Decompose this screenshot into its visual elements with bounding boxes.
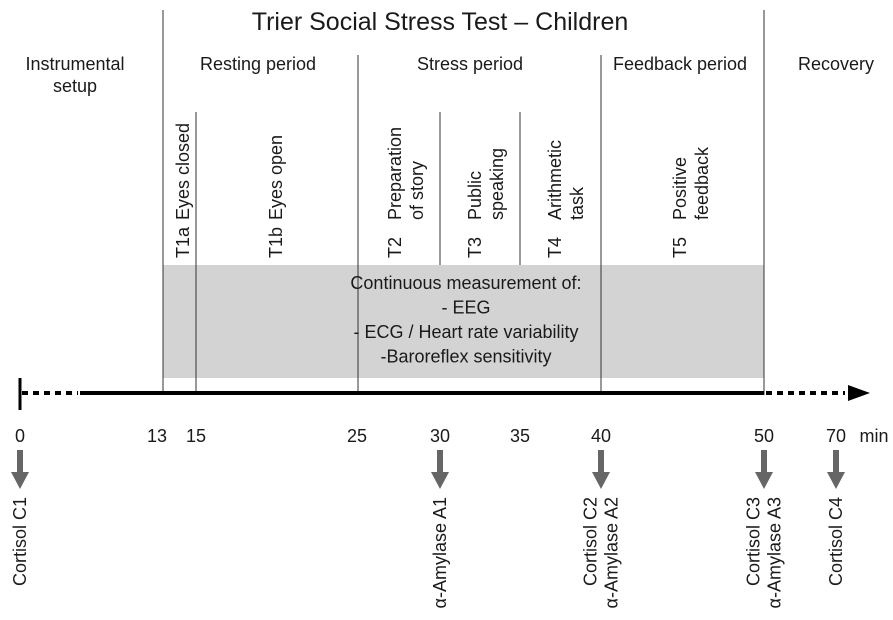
period-label: Recovery bbox=[798, 54, 874, 74]
sample-label: α-Amylase A3 bbox=[765, 497, 785, 608]
time-tick-label: 15 bbox=[186, 426, 206, 446]
time-tick-label: 30 bbox=[430, 426, 450, 446]
phase-code: T5 bbox=[670, 237, 690, 258]
phase-label: Positive bbox=[670, 157, 690, 220]
period-label: Instrumental bbox=[25, 54, 124, 74]
period-label: Feedback period bbox=[613, 54, 747, 74]
sample-label: α-Amylase A2 bbox=[602, 497, 622, 608]
period-label: setup bbox=[53, 76, 97, 96]
timeline bbox=[18, 378, 870, 410]
time-tick-label: 40 bbox=[591, 426, 611, 446]
phase-code: T1b bbox=[266, 227, 286, 258]
measurement-line: - EEG bbox=[441, 298, 490, 318]
measurement-line: Continuous measurement of: bbox=[350, 273, 581, 293]
title: Trier Social Stress Test – Children bbox=[252, 8, 629, 36]
timeline-arrow bbox=[848, 385, 870, 401]
measurement-box bbox=[163, 265, 764, 378]
time-tick-label: 50 bbox=[754, 426, 774, 446]
phase-label: Eyes closed bbox=[173, 123, 193, 220]
sample-label: α-Amylase A1 bbox=[430, 497, 450, 608]
dividers bbox=[162, 10, 765, 395]
sample-arrow-shaft bbox=[833, 450, 839, 474]
phase-label: task bbox=[567, 186, 587, 220]
phase-label: speaking bbox=[487, 148, 507, 220]
measurement-line: -Baroreflex sensitivity bbox=[380, 347, 551, 367]
sample-arrow-head bbox=[11, 472, 29, 489]
time-tick-label: 25 bbox=[347, 426, 367, 446]
phase-label: Public bbox=[465, 171, 485, 220]
time-unit: min bbox=[859, 426, 888, 446]
phase-label: Preparation bbox=[385, 127, 405, 220]
time-tick-label: 70 bbox=[826, 426, 846, 446]
phase-code: T2 bbox=[385, 237, 405, 258]
phase-label: Arithmetic bbox=[545, 140, 565, 220]
sample-arrow-head bbox=[431, 472, 449, 489]
time-tick-label: 35 bbox=[510, 426, 530, 446]
sample-arrow-head bbox=[827, 472, 845, 489]
sample-arrow-head bbox=[755, 472, 773, 489]
sample-label: Cortisol C1 bbox=[10, 497, 30, 586]
sample-arrow-shaft bbox=[17, 450, 23, 474]
period-label: Resting period bbox=[200, 54, 316, 74]
phase-code: T1a bbox=[173, 226, 193, 258]
period-label: Stress period bbox=[417, 54, 523, 74]
sample-arrow-shaft bbox=[761, 450, 767, 474]
phase-code: T4 bbox=[545, 237, 565, 258]
sample-arrow-shaft bbox=[437, 450, 443, 474]
sample-label: Cortisol C4 bbox=[826, 497, 846, 586]
sample-label: Cortisol C2 bbox=[581, 497, 601, 586]
phase-label: feedback bbox=[692, 146, 712, 220]
sample-arrow-head bbox=[592, 472, 610, 489]
time-tick-label: 13 bbox=[147, 426, 167, 446]
sample-label: Cortisol C3 bbox=[744, 497, 764, 586]
phase-label: of story bbox=[407, 161, 427, 220]
time-tick-label: 0 bbox=[15, 426, 25, 446]
sample-arrow-shaft bbox=[598, 450, 604, 474]
phase-code: T3 bbox=[465, 237, 485, 258]
phase-label: Eyes open bbox=[266, 135, 286, 220]
measurement-line: - ECG / Heart rate variability bbox=[353, 322, 578, 342]
